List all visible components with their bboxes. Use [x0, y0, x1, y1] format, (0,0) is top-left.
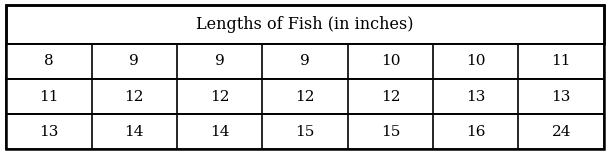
Text: 11: 11 [39, 89, 59, 103]
Bar [6, 79, 604, 114]
Text: 13: 13 [39, 125, 59, 139]
Text: 14: 14 [210, 125, 229, 139]
Text: 13: 13 [551, 89, 571, 103]
Bar [6, 114, 604, 149]
Text: 9: 9 [215, 54, 224, 68]
Text: Lengths of Fish (in inches): Lengths of Fish (in inches) [196, 16, 414, 33]
Text: 8: 8 [44, 54, 54, 68]
Text: 16: 16 [466, 125, 486, 139]
Text: 10: 10 [381, 54, 400, 68]
Text: 15: 15 [381, 125, 400, 139]
Text: 24: 24 [551, 125, 571, 139]
Text: 11: 11 [551, 54, 571, 68]
Text: 9: 9 [300, 54, 310, 68]
Text: 10: 10 [466, 54, 486, 68]
Text: 15: 15 [295, 125, 315, 139]
Text: 12: 12 [295, 89, 315, 103]
Text: 14: 14 [124, 125, 144, 139]
Text: 12: 12 [210, 89, 229, 103]
Text: 13: 13 [466, 89, 486, 103]
Text: 9: 9 [129, 54, 139, 68]
Bar [6, 5, 604, 44]
Bar [6, 44, 604, 79]
Text: 12: 12 [381, 89, 400, 103]
Text: 12: 12 [124, 89, 144, 103]
